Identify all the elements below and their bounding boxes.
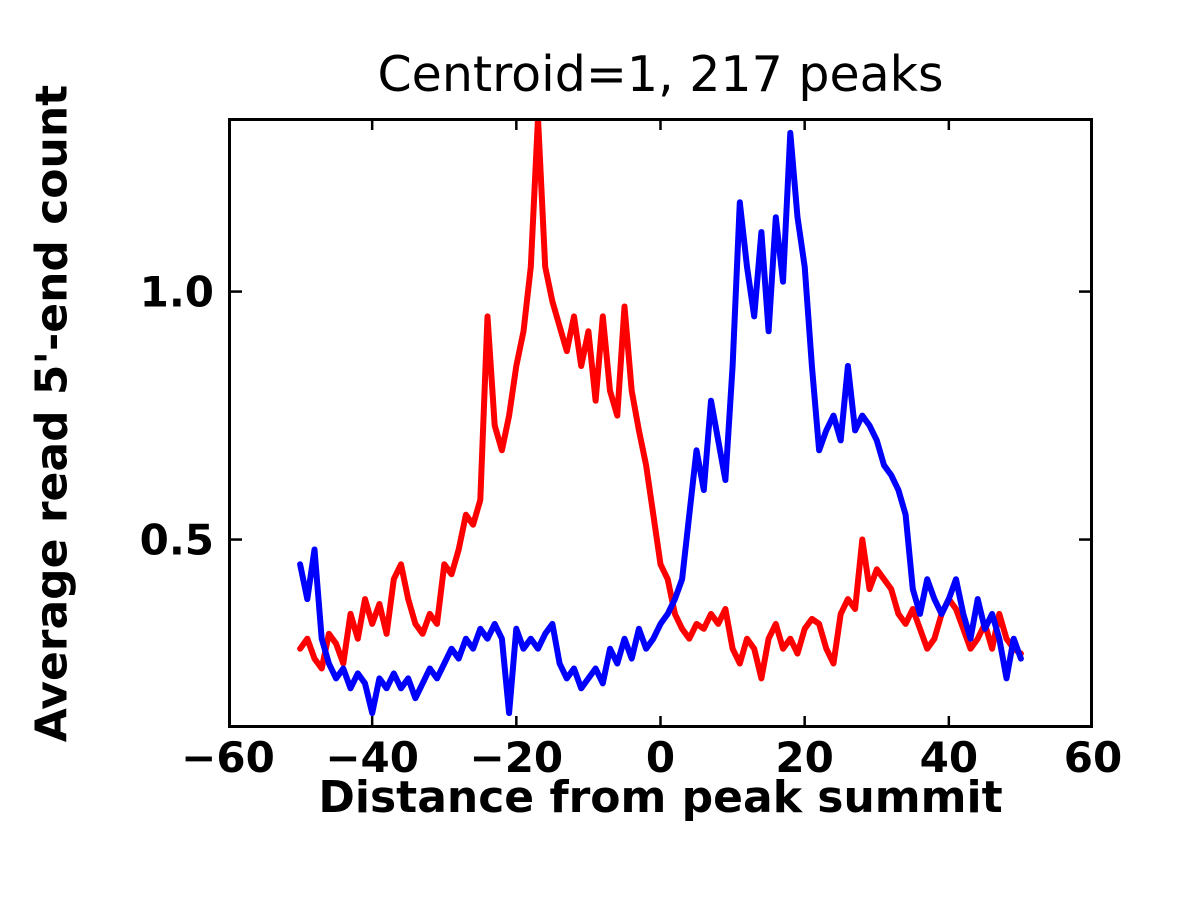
x-tick-label: 60 (1063, 733, 1123, 782)
x-tick-label: 40 (919, 733, 979, 782)
x-tick-label: −60 (181, 733, 275, 782)
y-tick-label: 0.5 (139, 515, 214, 565)
x-axis-label: Distance from peak summit (318, 772, 1003, 823)
x-tick-label: −20 (469, 733, 564, 782)
x-tick-label: −40 (325, 733, 419, 782)
axes-frame (228, 118, 1093, 728)
chart-title: Centroid=1, 217 peaks (377, 46, 944, 103)
x-tick-label: 20 (775, 733, 834, 782)
y-axis-label: Average read 5'-end count (26, 84, 78, 743)
x-tick-label: 0 (645, 733, 676, 782)
series-line-red-strand (297, 118, 1024, 682)
y-tick-label: 1.0 (139, 267, 214, 317)
plot-svg (228, 118, 1093, 728)
plot-area (228, 118, 1093, 728)
series-line-blue-strand (297, 129, 1024, 717)
